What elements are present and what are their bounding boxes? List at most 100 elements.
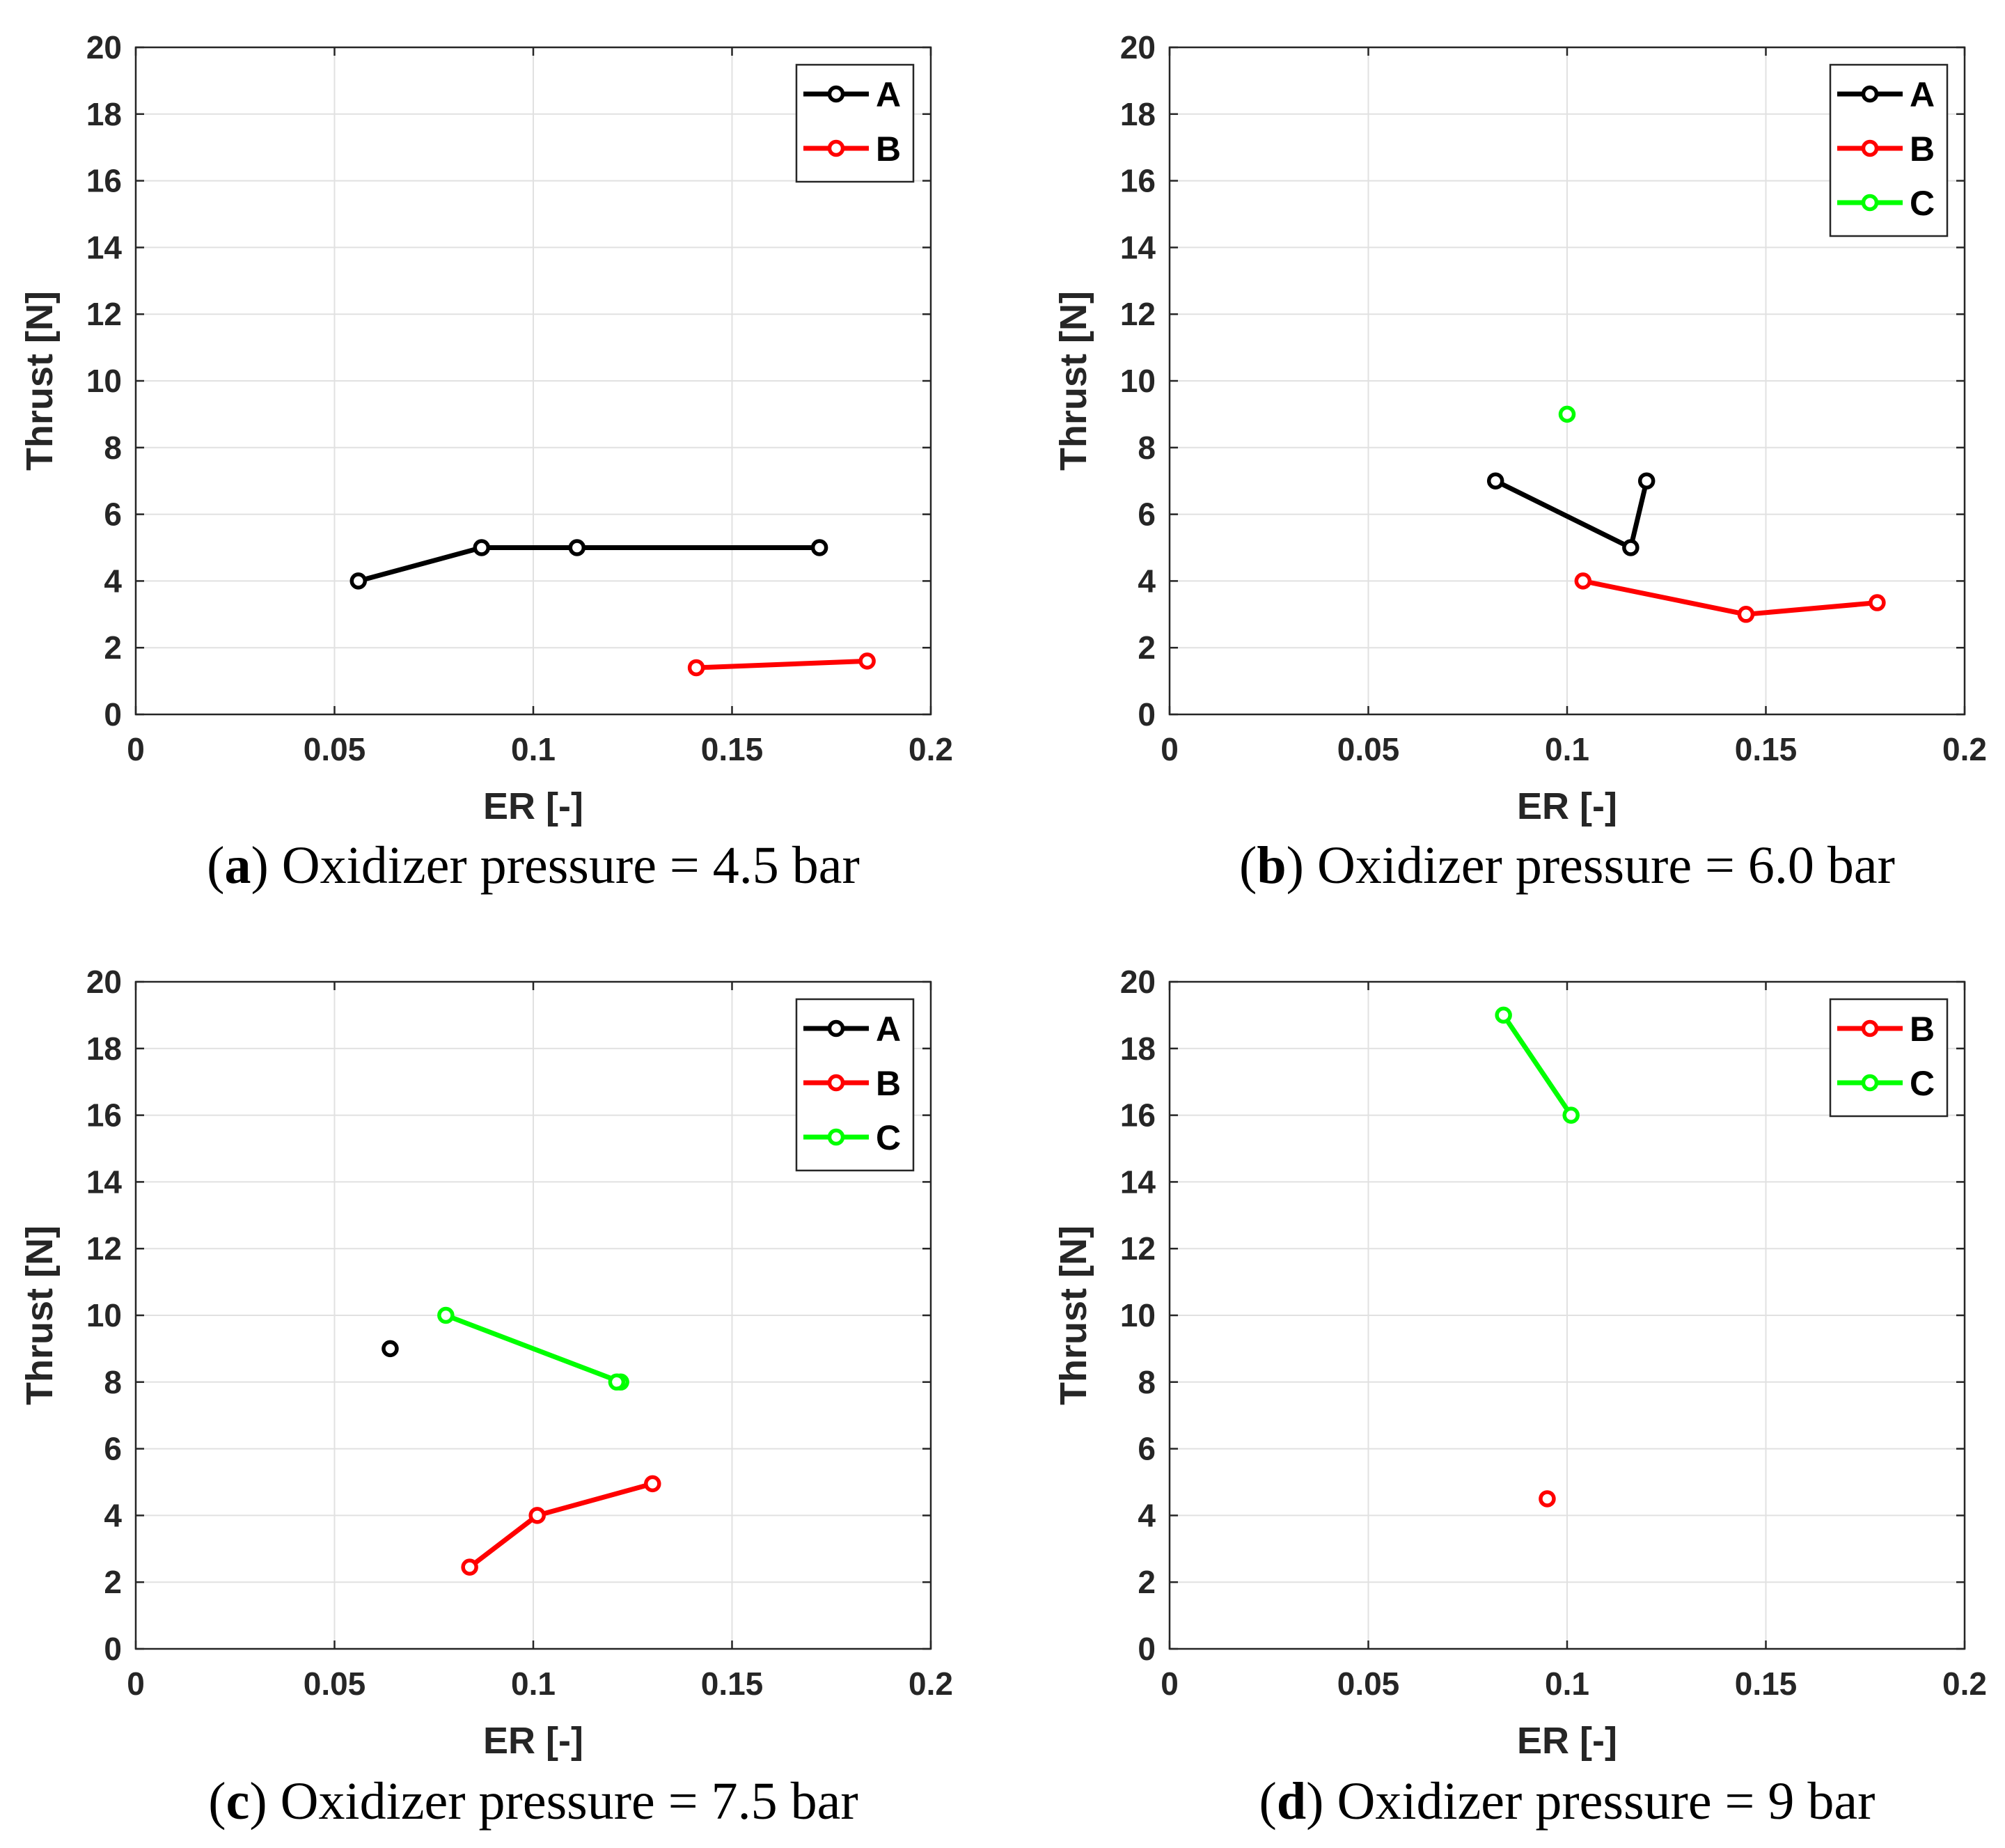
y-tick-label: 14 (86, 229, 123, 265)
legend-marker-B (827, 1074, 845, 1092)
y-tick-label: 14 (1120, 1164, 1156, 1200)
data-point-C (1495, 1006, 1512, 1024)
legend-box (795, 63, 915, 183)
y-tick-label: 12 (1120, 296, 1156, 332)
caption-paren-close: ) (251, 836, 281, 895)
x-tick-label: 0.15 (701, 731, 764, 767)
chart-panel-a: 0 0.05 0.1 0.15 0.2 0 2 4 6 8 10 12 14 16 18 20 ER [-] Th… (19, 29, 953, 895)
x-axis-label: ER [-] (483, 1720, 583, 1762)
x-tick-label: 0 (127, 731, 145, 767)
data-point-A (382, 1340, 399, 1358)
chart-panel-b: 0 0.05 0.1 0.15 0.2 0 2 4 6 8 10 12 14 16 18 20 ER [-] Th… (1053, 29, 1987, 895)
y-tick-label: 16 (1120, 1097, 1156, 1134)
y-axis-label: Thrust [N] (1053, 1226, 1094, 1405)
caption-paren-close: ) (249, 1772, 280, 1831)
y-tick-label: 6 (1138, 496, 1156, 533)
data-point-A (1637, 472, 1656, 490)
caption-text: Oxidizer pressure = 9 bar (1337, 1772, 1875, 1831)
y-tick-label: 4 (1138, 563, 1156, 599)
x-tick-label: 0.15 (701, 1666, 764, 1702)
y-tick-label: 4 (104, 1497, 122, 1533)
data-point-B (687, 659, 705, 677)
x-tick-label: 0 (1161, 1666, 1179, 1702)
data-point-B (1869, 594, 1886, 611)
data-point-C (608, 1373, 626, 1391)
y-tick-label: 8 (104, 1364, 122, 1400)
y-tick-label: 20 (86, 29, 122, 65)
chart-panel-c: 0 0.05 0.1 0.15 0.2 0 2 4 6 8 10 12 14 16 18 20 ER [-] Th… (19, 964, 953, 1831)
y-tick-label: 2 (104, 1564, 122, 1600)
data-point-B (858, 652, 876, 670)
x-tick-label: 0.1 (511, 1666, 556, 1702)
legend-marker-C (1861, 194, 1879, 212)
x-tick-label: 0 (127, 1666, 145, 1702)
y-tick-label: 18 (86, 96, 122, 132)
caption-letter: c (226, 1772, 250, 1831)
caption-paren-close: ) (1306, 1772, 1337, 1831)
legend-marker-B (1861, 139, 1879, 157)
x-tick-label: 0.1 (1545, 1666, 1589, 1702)
x-tick-label: 0.2 (909, 731, 953, 767)
y-tick-label: 6 (104, 1431, 122, 1467)
x-tick-label: 0 (1161, 731, 1179, 767)
y-tick-label: 4 (1138, 1497, 1156, 1533)
y-tick-label: 18 (1120, 96, 1156, 132)
y-tick-label: 14 (86, 1164, 123, 1200)
series-line-B (693, 658, 870, 671)
x-tick-label: 0.2 (1942, 731, 1987, 767)
caption-paren-open: ( (1239, 836, 1257, 895)
legend-label-A: A (1910, 75, 1935, 114)
data-point-A (1622, 539, 1640, 556)
y-tick-label: 20 (1120, 964, 1156, 1000)
legend: AB (795, 63, 915, 183)
caption-text: Oxidizer pressure = 7.5 bar (281, 1772, 858, 1831)
y-tick-label: 18 (1120, 1031, 1156, 1067)
data-point-C (1558, 405, 1576, 423)
legend: ABC (1829, 63, 1949, 237)
legend: ABC (795, 998, 915, 1172)
x-tick-label: 0.15 (1735, 1666, 1798, 1702)
series-B (461, 1475, 661, 1576)
y-tick-label: 10 (1120, 363, 1156, 399)
y-tick-label: 8 (1138, 430, 1156, 466)
legend-marker-C (827, 1128, 845, 1146)
series-C (437, 1306, 629, 1391)
caption: (a) Oxidizer pressure = 4.5 bar (207, 836, 860, 895)
legend: BC (1829, 998, 1949, 1118)
y-tick-label: 6 (1138, 1431, 1156, 1467)
series-C (1495, 1006, 1580, 1124)
x-tick-label: 0.15 (1735, 731, 1798, 767)
legend-label-C: C (876, 1118, 901, 1157)
legend-marker-B (827, 139, 845, 157)
x-tick-label: 0.05 (1337, 731, 1400, 767)
y-tick-label: 20 (1120, 29, 1156, 65)
legend-label-A: A (876, 75, 901, 114)
y-tick-label: 16 (86, 1097, 122, 1134)
y-tick-label: 0 (104, 696, 122, 733)
y-tick-label: 14 (1120, 229, 1156, 265)
data-point-A (349, 572, 368, 590)
caption-letter: d (1277, 1772, 1306, 1831)
caption: (b) Oxidizer pressure = 6.0 bar (1239, 836, 1895, 895)
legend-marker-A (827, 1019, 845, 1037)
y-axis-label: Thrust [N] (19, 291, 61, 471)
legend-marker-A (827, 85, 845, 103)
data-point-C (437, 1306, 455, 1324)
legend-label-B: B (1910, 1010, 1935, 1049)
data-point-B (528, 1507, 546, 1524)
legend-label-C: C (1910, 1064, 1935, 1103)
series-A (1486, 472, 1656, 556)
data-point-B (1737, 606, 1755, 623)
y-axis-label: Thrust [N] (19, 1226, 61, 1405)
y-tick-label: 16 (86, 163, 122, 199)
y-tick-label: 18 (86, 1031, 122, 1067)
series-B (687, 652, 876, 677)
y-tick-label: 12 (1120, 1230, 1156, 1267)
y-tick-label: 20 (86, 964, 122, 1000)
caption-paren-open: ( (208, 1772, 226, 1831)
data-point-B (1574, 572, 1592, 590)
legend-marker-A (1861, 85, 1879, 103)
y-tick-label: 0 (1138, 1631, 1156, 1667)
y-tick-label: 10 (86, 1297, 122, 1333)
